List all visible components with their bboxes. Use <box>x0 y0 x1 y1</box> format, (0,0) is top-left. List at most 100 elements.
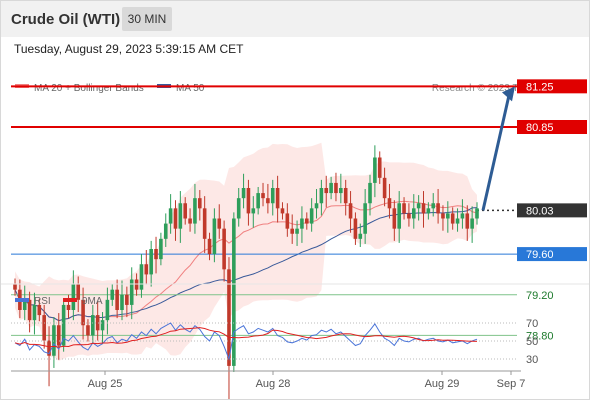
candle <box>236 188 241 227</box>
candle <box>465 205 470 241</box>
candle <box>207 232 212 261</box>
x-axis: Aug 25 Aug 28 Aug 29 Sep 7 <box>11 370 525 390</box>
chart-datetime: Tuesday, August 29, 2023 5:39:15 AM CET <box>14 42 244 56</box>
price-level-label: 79.20 <box>526 290 554 302</box>
price-level-label: 79.60 <box>526 249 554 261</box>
candle <box>193 183 197 234</box>
price-level-label: 78.80 <box>526 330 554 342</box>
rsi-panel: 70 50 30 <box>11 318 538 366</box>
candle <box>421 191 426 228</box>
x-tick-label: Aug 29 <box>425 378 460 390</box>
candle <box>270 179 275 216</box>
candle <box>261 182 265 207</box>
candle <box>295 220 299 246</box>
candle <box>188 208 192 232</box>
rsi-legend-swatch <box>15 298 29 302</box>
projection-arrow-shaft <box>481 95 511 211</box>
candle <box>324 175 329 208</box>
candle <box>397 191 401 243</box>
candle <box>129 267 134 320</box>
candle <box>363 189 367 244</box>
candle <box>280 202 285 220</box>
resistance-label-box <box>517 120 587 134</box>
pivot-label-box <box>517 247 587 262</box>
candle <box>353 212 358 245</box>
candle <box>411 194 416 229</box>
candle <box>76 276 81 313</box>
candle <box>373 145 377 198</box>
candle <box>309 198 314 232</box>
candle <box>115 279 119 319</box>
bollinger-bands <box>15 142 477 361</box>
rsi-tick-label: 50 <box>526 336 538 348</box>
candle <box>470 206 474 243</box>
candle <box>139 254 144 298</box>
candle <box>241 173 246 209</box>
research-credit: Research © 2023 Trading Central <box>432 83 581 94</box>
candle <box>290 214 294 244</box>
candle <box>334 172 338 202</box>
rsi-tick-label: 30 <box>526 354 538 366</box>
candle <box>202 196 207 254</box>
candle <box>227 257 231 399</box>
candle <box>446 201 450 233</box>
rsi-ma-line <box>14 327 478 348</box>
candle <box>343 179 348 216</box>
candle <box>159 232 163 266</box>
candle <box>455 208 460 232</box>
candle <box>56 313 61 360</box>
candle <box>173 200 178 241</box>
last-label-box <box>517 203 587 218</box>
candle <box>402 197 406 220</box>
candle <box>304 212 309 230</box>
price-levels <box>11 85 517 336</box>
candle <box>358 223 363 247</box>
candle <box>246 179 251 226</box>
bollinger-fill <box>15 142 477 361</box>
candle <box>91 304 95 344</box>
candle <box>27 291 32 333</box>
candle <box>105 287 110 335</box>
candle <box>81 287 85 340</box>
candle <box>475 202 479 225</box>
rsi-legend-label: RSI <box>34 296 51 307</box>
resistance-label-box <box>517 79 587 94</box>
candle <box>339 173 343 204</box>
price-level-labels: 81.25 80.85 80.03 79.60 79.20 78.80 <box>517 79 587 342</box>
timeframe-badge[interactable]: 30 MIN <box>122 7 172 31</box>
x-tick-label: Aug 25 <box>88 378 123 390</box>
rsi-tick-label: 70 <box>526 318 538 330</box>
candle <box>168 194 173 234</box>
ma20-legend-label: MA 20 + Bollinger Bands <box>34 83 144 94</box>
candle <box>178 191 183 243</box>
candle <box>450 207 455 230</box>
x-tick-label: Aug 28 <box>256 378 291 390</box>
candle <box>61 298 66 352</box>
candle <box>387 183 392 219</box>
ma50-legend-label: MA 50 <box>176 83 205 94</box>
candle <box>154 236 158 274</box>
candle <box>198 190 202 221</box>
candle <box>163 213 168 247</box>
ma9-legend-label: 9MA <box>82 296 103 307</box>
candle <box>426 202 431 220</box>
candle <box>382 167 387 207</box>
candle <box>86 319 90 342</box>
candle <box>368 174 372 216</box>
candle <box>222 220 226 282</box>
candle <box>95 300 100 341</box>
candle <box>22 285 27 321</box>
price-level-label: 80.03 <box>526 205 554 217</box>
candles <box>13 145 479 399</box>
candle <box>149 240 153 287</box>
candle <box>217 204 222 239</box>
candle <box>416 195 421 221</box>
candle <box>392 200 397 241</box>
price-level-label: 80.85 <box>526 122 554 134</box>
candle <box>329 176 333 200</box>
projection-arrow <box>481 86 515 211</box>
candle <box>134 273 139 296</box>
ma9-legend-swatch <box>63 298 77 302</box>
chart-header: Crude Oil (WTI) 30 MIN <box>1 1 589 37</box>
